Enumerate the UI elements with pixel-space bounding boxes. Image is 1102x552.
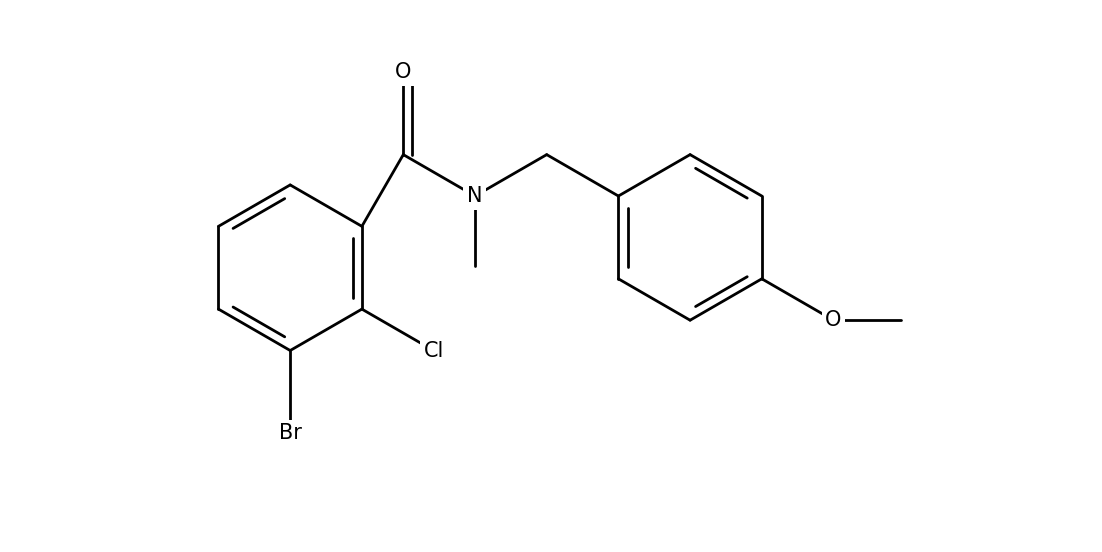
Text: N: N xyxy=(467,186,483,206)
Text: Br: Br xyxy=(279,423,302,443)
Text: O: O xyxy=(825,310,842,330)
Text: Cl: Cl xyxy=(423,341,444,360)
Text: O: O xyxy=(396,62,411,82)
